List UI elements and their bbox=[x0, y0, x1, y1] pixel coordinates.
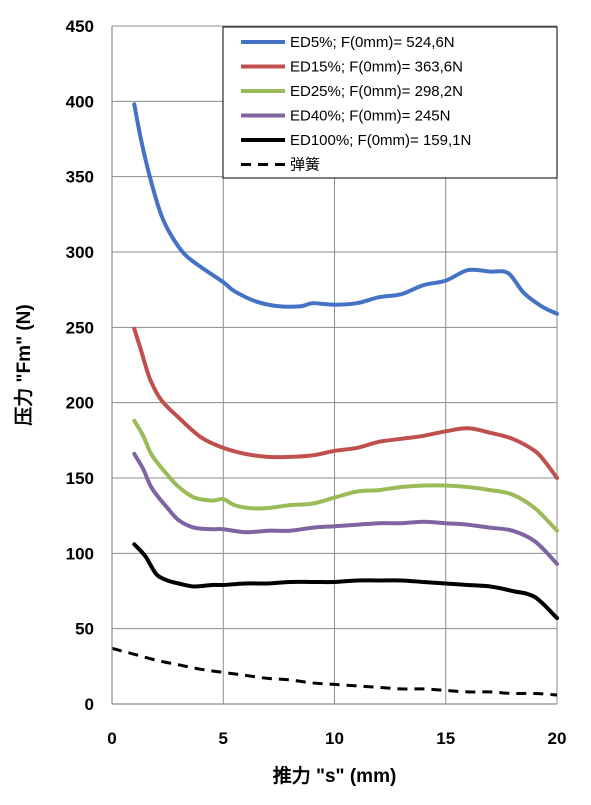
y-tick-label: 300 bbox=[66, 243, 94, 262]
x-tick-label: 10 bbox=[325, 729, 344, 748]
y-tick-label: 250 bbox=[66, 318, 94, 337]
x-axis-title: 推力 "s" (mm) bbox=[273, 764, 397, 787]
y-tick-label: 450 bbox=[66, 17, 94, 36]
legend-box bbox=[222, 26, 558, 179]
legend-label: ED15%; F(0mm)= 363,6N bbox=[290, 59, 463, 76]
series-line-2 bbox=[132, 326, 559, 480]
legend-label: ED40%; F(0mm)= 245N bbox=[290, 108, 450, 125]
series-lines bbox=[111, 102, 559, 697]
y-axis-title: 压力 "Fm" (N) bbox=[12, 304, 35, 425]
legend: ED5%; F(0mm)= 524,6N ED15%; F(0mm)= 363,6… bbox=[222, 26, 558, 179]
x-tick-label: 15 bbox=[436, 729, 455, 748]
x-tick-label: 20 bbox=[548, 729, 567, 748]
series-line-5 bbox=[132, 542, 559, 621]
axes: 0 50 100 150 200 250 300 350 400 450 0 5 10 15 20 推力 "s… bbox=[12, 17, 566, 787]
series-line-3 bbox=[132, 418, 559, 533]
y-tick-label: 350 bbox=[66, 168, 94, 187]
series-line-1 bbox=[132, 102, 559, 316]
series-line-6 bbox=[111, 646, 558, 697]
y-tick-label: 100 bbox=[66, 544, 94, 563]
x-tick-label: 5 bbox=[219, 729, 228, 748]
legend-label: ED100%; F(0mm)= 159,1N bbox=[290, 132, 471, 149]
legend-label: ED25%; F(0mm)= 298,2N bbox=[290, 83, 463, 100]
legend-label: 弹簧 bbox=[290, 157, 320, 174]
y-tick-label: 150 bbox=[66, 469, 94, 488]
y-tick-label: 50 bbox=[75, 620, 94, 639]
x-tick-label: 0 bbox=[107, 729, 116, 748]
y-tick-label: 0 bbox=[85, 695, 94, 714]
series-line-4 bbox=[132, 451, 559, 566]
legend-label: ED5%; F(0mm)= 524,6N bbox=[290, 34, 455, 51]
y-tick-label: 400 bbox=[66, 92, 94, 111]
y-tick-label: 200 bbox=[66, 394, 94, 413]
